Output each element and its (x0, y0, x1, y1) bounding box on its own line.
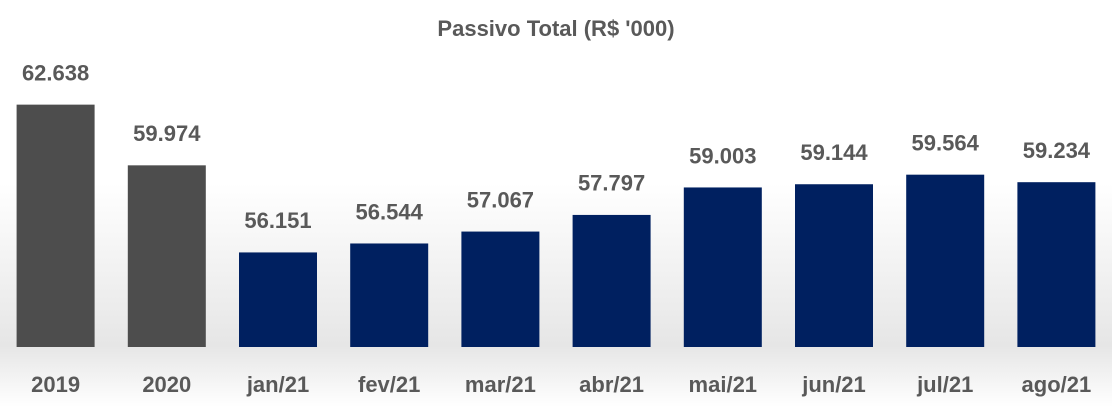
data-label: 59.234 (1023, 138, 1091, 163)
x-tick-label: mai/21 (689, 372, 758, 397)
x-tick-label: 2019 (31, 372, 80, 397)
bar (16, 104, 95, 347)
bar (127, 165, 206, 347)
data-label: 57.797 (578, 171, 645, 196)
data-label: 56.544 (356, 199, 424, 224)
data-label: 59.144 (800, 140, 868, 165)
x-tick-label: mar/21 (465, 372, 536, 397)
chart-title: Passivo Total (R$ '000) (437, 16, 674, 41)
bar (239, 252, 317, 347)
data-label: 62.638 (22, 60, 89, 85)
bar (461, 231, 540, 347)
x-tick-label: jan/21 (246, 372, 309, 397)
x-tick-label: jul/21 (916, 372, 973, 397)
bar (795, 184, 873, 347)
bar (906, 174, 985, 347)
x-tick-label: abr/21 (579, 372, 644, 397)
x-tick-label: fev/21 (358, 372, 420, 397)
bar (572, 214, 651, 347)
bar (683, 187, 762, 347)
data-label: 59.003 (689, 143, 756, 168)
data-label: 56.151 (244, 208, 311, 233)
bar (1017, 182, 1096, 347)
x-tick-label: ago/21 (1022, 372, 1092, 397)
data-label: 59.564 (912, 130, 980, 155)
bar (350, 243, 429, 347)
x-tick-label: 2020 (142, 372, 191, 397)
data-label: 59.974 (133, 121, 201, 146)
data-label: 57.067 (467, 187, 534, 212)
x-tick-label: jun/21 (801, 372, 866, 397)
